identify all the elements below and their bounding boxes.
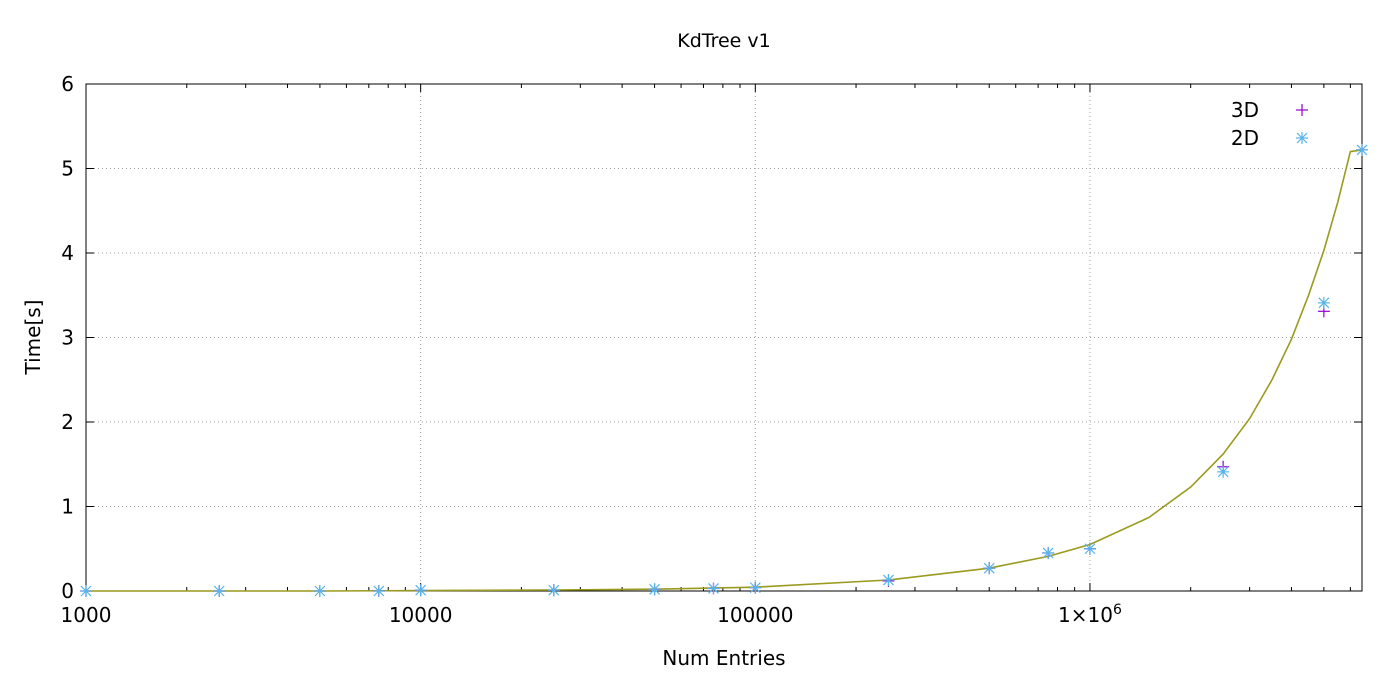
data-point-2d	[372, 585, 385, 597]
grid	[86, 84, 1362, 591]
data-point-2d	[1217, 465, 1230, 478]
fit-curve-layer	[86, 149, 1363, 592]
data-point-2d	[648, 583, 661, 596]
y-tick-label: 3	[61, 326, 74, 350]
fit-curve	[86, 149, 1363, 592]
data-point-2d	[80, 585, 92, 597]
data-point-2d	[749, 581, 762, 594]
data-point-2d	[547, 584, 560, 597]
y-tick-label: 1	[61, 495, 74, 519]
x-tick-label: 10000	[389, 603, 453, 627]
y-tick-label: 4	[61, 241, 74, 265]
legend-marker-3d	[1296, 104, 1308, 116]
legend-marker-2d	[1296, 132, 1308, 144]
y-tick-label: 6	[61, 72, 74, 96]
y-tick-label: 2	[61, 410, 74, 434]
data-point-2d	[1083, 542, 1096, 555]
x-tick-label-exponent: 6	[1113, 602, 1122, 618]
x-axis-label: Num Entries	[662, 646, 785, 670]
data-point-2d	[414, 584, 427, 597]
data-point-2d	[313, 585, 326, 597]
y-tick-label: 5	[61, 157, 74, 181]
data-points	[80, 143, 1368, 597]
data-point-2d	[707, 582, 720, 595]
data-point-2d	[213, 585, 226, 597]
data-point-2d	[882, 574, 895, 587]
y-axis-label: Time[s]	[21, 300, 45, 376]
data-point-2d	[983, 562, 996, 575]
chart-title: KdTree v1	[677, 30, 770, 52]
data-point-2d	[1317, 296, 1330, 309]
x-tick-label: 1000	[61, 603, 112, 627]
y-tick-label: 0	[61, 579, 74, 603]
legend-label: 2D	[1231, 126, 1259, 150]
axis-ticks: 1000 10000 100000 1×106 0 1 2 3 4 5 6	[61, 72, 1362, 627]
x-tick-label: 1×106	[1058, 602, 1122, 627]
legend-label: 3D	[1231, 98, 1259, 122]
x-tick-label: 100000	[717, 603, 793, 627]
data-point-2d	[1356, 143, 1368, 156]
data-point-2d	[1042, 546, 1055, 559]
